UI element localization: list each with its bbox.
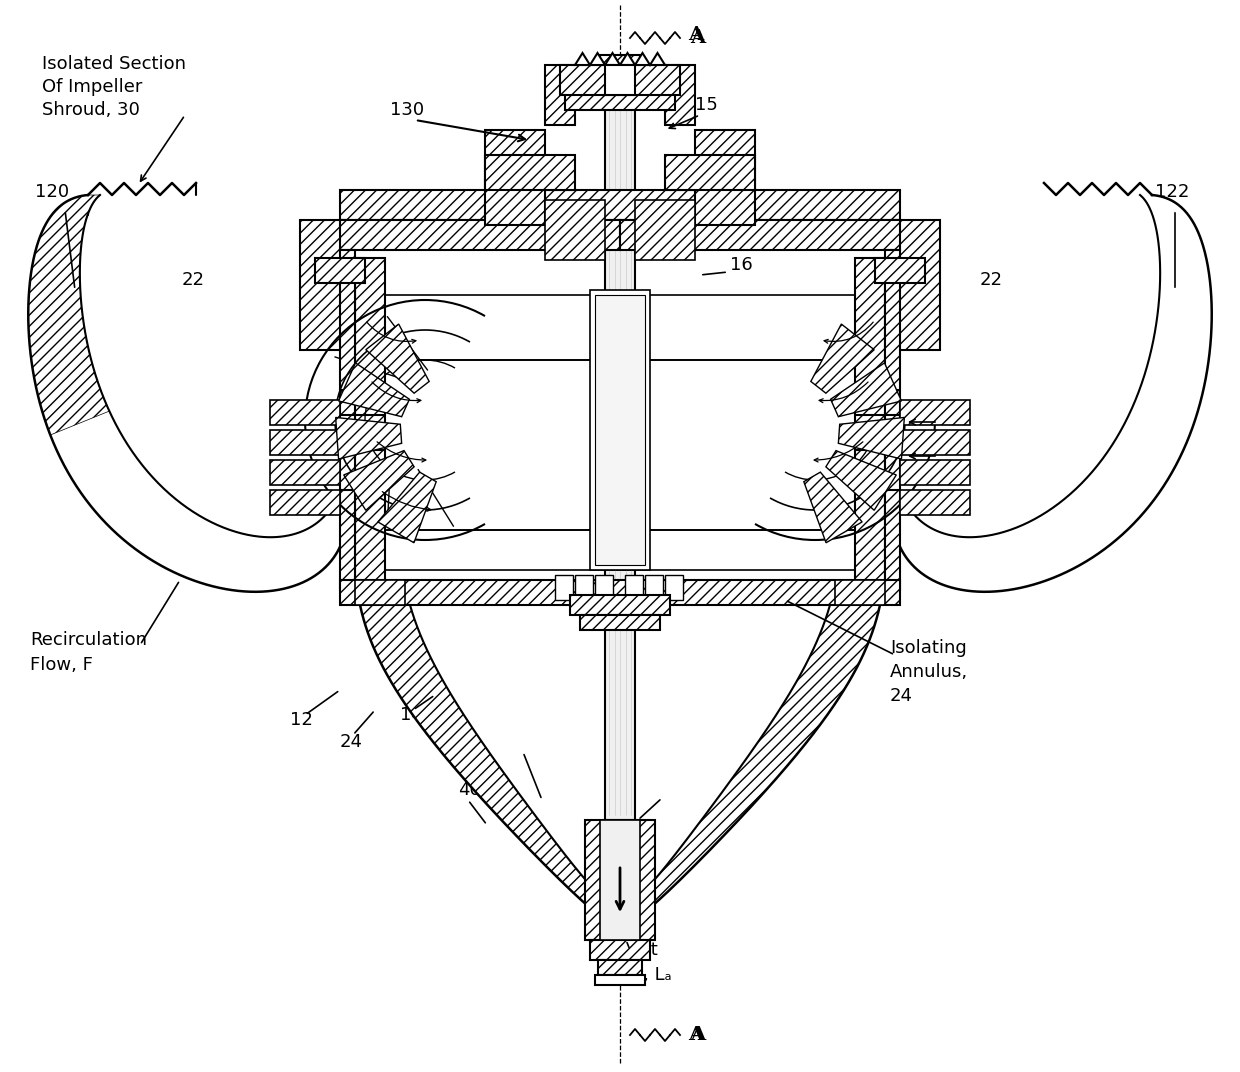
Text: Isolated Section: Isolated Section	[42, 55, 186, 73]
Text: 22: 22	[182, 271, 205, 289]
Bar	[665, 155, 755, 190]
Text: 18: 18	[940, 406, 962, 425]
Bar	[485, 130, 546, 225]
Bar	[546, 200, 605, 260]
Bar	[835, 580, 885, 605]
Bar	[694, 130, 755, 225]
Bar	[580, 615, 660, 630]
Text: A: A	[689, 1026, 706, 1044]
Bar	[620, 220, 900, 250]
Bar	[270, 490, 340, 515]
Polygon shape	[811, 324, 874, 393]
Bar	[605, 60, 635, 820]
Polygon shape	[343, 450, 414, 510]
Text: 24: 24	[340, 733, 363, 751]
Bar	[485, 155, 575, 190]
Bar	[355, 580, 405, 605]
Text: 12: 12	[290, 711, 312, 729]
Bar	[315, 258, 365, 283]
Text: 40: 40	[458, 781, 481, 799]
Bar	[300, 220, 345, 349]
Text: 130: 130	[391, 101, 424, 119]
Bar	[340, 190, 900, 220]
Bar	[595, 976, 645, 985]
Text: 24: 24	[890, 687, 913, 705]
Text: A: A	[688, 1026, 703, 1044]
Text: Recirculation: Recirculation	[30, 631, 148, 649]
Text: 42: 42	[510, 731, 533, 749]
Bar	[600, 820, 640, 940]
Bar	[600, 55, 640, 65]
Bar	[355, 258, 384, 589]
Text: 22: 22	[980, 271, 1003, 289]
Bar	[900, 460, 970, 485]
Bar	[635, 200, 694, 260]
Text: A: A	[688, 26, 703, 44]
Polygon shape	[339, 363, 409, 417]
Polygon shape	[336, 417, 402, 459]
Text: Load, Lₐ: Load, Lₐ	[600, 966, 672, 984]
Bar	[885, 250, 900, 590]
Text: 20: 20	[940, 441, 962, 459]
Bar	[645, 575, 663, 600]
Bar	[590, 940, 650, 961]
Polygon shape	[831, 363, 901, 417]
Bar	[900, 430, 970, 455]
Bar	[340, 220, 620, 250]
Bar	[570, 595, 670, 615]
Bar	[595, 295, 645, 565]
Bar	[565, 80, 675, 110]
Text: A: A	[689, 29, 706, 47]
Bar	[598, 961, 642, 976]
Bar	[625, 575, 644, 600]
Bar	[856, 258, 885, 589]
Bar	[585, 820, 655, 940]
Text: 16: 16	[730, 256, 753, 274]
Bar	[590, 291, 650, 570]
Bar	[605, 65, 635, 95]
Polygon shape	[410, 605, 830, 910]
Bar	[340, 250, 355, 590]
Bar	[575, 575, 593, 600]
Bar	[270, 430, 340, 455]
Text: Shroud, 30: Shroud, 30	[42, 101, 140, 119]
Bar	[270, 400, 340, 425]
Bar	[875, 258, 925, 283]
Text: Of Impeller: Of Impeller	[42, 78, 143, 96]
Polygon shape	[378, 472, 436, 542]
Bar	[556, 575, 573, 600]
Polygon shape	[838, 417, 904, 459]
Bar	[340, 580, 900, 605]
Bar	[900, 490, 970, 515]
Polygon shape	[29, 195, 109, 435]
Text: 15: 15	[694, 96, 718, 114]
Polygon shape	[826, 450, 897, 510]
Polygon shape	[575, 53, 665, 65]
Polygon shape	[804, 472, 862, 542]
Text: Thrust: Thrust	[600, 941, 657, 959]
Text: Annulus,: Annulus,	[890, 662, 968, 681]
Text: 14: 14	[401, 706, 423, 724]
Bar	[560, 65, 680, 95]
Polygon shape	[366, 324, 429, 393]
Text: Flow, F: Flow, F	[30, 656, 93, 674]
Text: 16: 16	[658, 781, 681, 799]
Bar	[575, 65, 665, 80]
Bar	[270, 460, 340, 485]
Text: Isolating: Isolating	[890, 639, 967, 657]
Bar	[895, 220, 940, 349]
Bar	[665, 575, 683, 600]
Polygon shape	[360, 605, 880, 930]
Bar	[595, 575, 613, 600]
Bar	[665, 65, 694, 125]
Bar	[546, 65, 575, 125]
Bar	[900, 400, 970, 425]
Text: 122: 122	[1154, 183, 1189, 202]
Text: 120: 120	[35, 183, 69, 202]
